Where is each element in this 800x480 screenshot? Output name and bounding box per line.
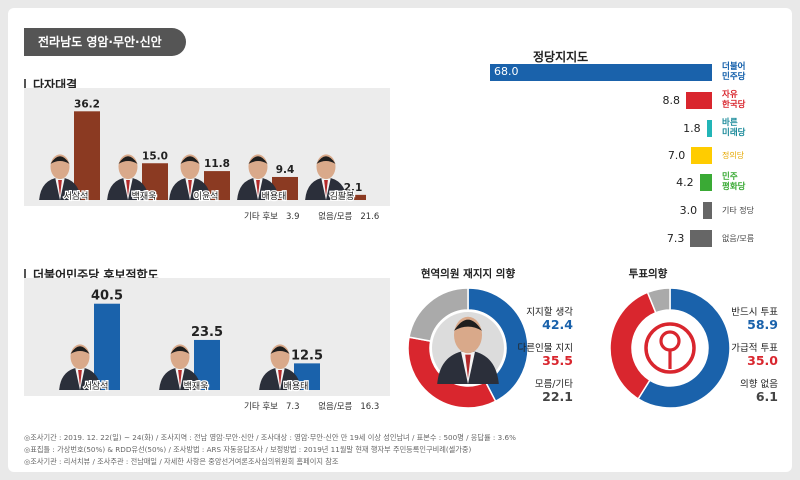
- donut-slice: [646, 287, 671, 314]
- legend-label: 의향 없음: [740, 379, 778, 390]
- candidate-value: 23.5: [191, 325, 223, 340]
- region-title: 전라남도 영암·무안·신안: [24, 28, 186, 56]
- dem-none-label: 없음/모름: [318, 402, 353, 412]
- candidate-value: 15.0: [142, 150, 168, 162]
- dem-etc-label: 기타 후보: [244, 402, 278, 412]
- party-bar: [490, 64, 712, 81]
- party-bar: [706, 120, 712, 137]
- footnote-line: ◎표집틀 : 가상번호(50%) & RDD유선(50%) / 조사방법 : A…: [24, 445, 472, 454]
- legend-label: 반드시 투표: [731, 307, 778, 318]
- candidate-name: 백재욱: [132, 191, 157, 202]
- candidate-name: 서삼석: [84, 381, 109, 392]
- vote-intent-donut: [609, 287, 731, 409]
- party-bar: [686, 92, 712, 109]
- legend-label: 모름/기타: [534, 379, 573, 390]
- party-logo: 바른 미래당: [722, 118, 746, 138]
- candidate-name: 김팔봉: [330, 190, 355, 202]
- party-logo: 자유 한국당: [722, 90, 746, 110]
- candidate-name: 백재욱: [184, 381, 209, 392]
- heading-marker: [24, 269, 26, 280]
- vote-intent-title: 투표의향: [628, 268, 668, 280]
- candidate-value: 9.4: [276, 164, 295, 176]
- party-row: 68.0 더불어 민주당: [486, 62, 786, 84]
- party-value: 68.0: [494, 65, 519, 78]
- candidate-name: 이윤석: [194, 191, 219, 202]
- donut-slice: [467, 287, 529, 403]
- vote-stamp-icon: [644, 322, 696, 374]
- party-bar: [703, 202, 712, 219]
- party-bar: [690, 230, 712, 247]
- party-bar: [691, 147, 712, 164]
- candidate-photo: [59, 344, 101, 390]
- infographic-card: 전라남도 영암·무안·신안 다자대결 36.2 서삼석 15.0 백재욱 11.8 이윤석…: [8, 8, 792, 472]
- legend-value: 35.0: [747, 353, 778, 368]
- candidate-bar: [340, 194, 366, 200]
- party-row: 7.3 없음/모름: [486, 228, 786, 250]
- footnote-line: ◎조사기관 : 리서치뷰 / 조사주관 : 전남매일 / 자세한 사항은 중앙선…: [24, 457, 339, 466]
- party-row: 7.0 정의당: [486, 145, 786, 167]
- party-row: 3.0 기타 정당: [486, 200, 786, 222]
- candidate-value: 2.1: [344, 182, 363, 194]
- candidate-bar: [272, 176, 298, 200]
- candidate-photo: [169, 154, 211, 200]
- party-value: 3.0: [679, 204, 698, 217]
- multi-none-label: 없음/모름: [318, 212, 353, 222]
- party-logo: 더불어 민주당: [722, 62, 746, 82]
- candidate-bar: [74, 111, 100, 200]
- donut-slice: [408, 287, 469, 342]
- candidate-bar: [94, 303, 120, 390]
- party-row: 4.2 민주 평화당: [486, 172, 786, 194]
- party-logo: 없음/모름: [722, 234, 755, 243]
- candidate-value: 12.5: [291, 348, 323, 363]
- legend-label: 다른인물 지지: [517, 343, 573, 354]
- candidate-photo: [159, 344, 201, 390]
- candidate-value: 36.2: [74, 98, 100, 110]
- candidate-photo: [437, 316, 499, 384]
- dem-none-value: 16.3: [360, 402, 380, 412]
- multi-none-value: 21.6: [360, 212, 380, 222]
- candidate-value: 40.5: [91, 289, 123, 304]
- party-bar: [699, 174, 712, 191]
- party-row: 8.8 자유 한국당: [486, 90, 786, 112]
- legend-label: 가급적 투표: [731, 343, 778, 354]
- candidate-photo: [259, 344, 301, 390]
- candidate-photo: [305, 154, 347, 200]
- party-support-title: 정당지지도: [533, 50, 589, 64]
- candidate-name: 배용태: [284, 381, 309, 392]
- candidate-value: 11.8: [204, 158, 230, 170]
- footnote-line: ◎조사기간 : 2019. 12. 22(일) ~ 24(화) / 조사지역 :…: [24, 433, 516, 442]
- legend-value: 42.4: [542, 317, 573, 332]
- party-value: 4.2: [676, 176, 694, 189]
- reelect-donut: [407, 287, 529, 409]
- footnotes: ◎조사기간 : 2019. 12. 22(일) ~ 24(화) / 조사지역 :…: [24, 432, 516, 468]
- dem-fit-chart: 40.5 서삼석 23.5 백재욱 12.5 배용태: [59, 289, 323, 393]
- party-value: 7.0: [667, 149, 686, 162]
- legend-label: 지지할 생각: [526, 307, 573, 318]
- candidate-photo: [107, 154, 149, 200]
- multi-etc-value: 3.9: [285, 212, 300, 222]
- legend-value: 22.1: [542, 389, 573, 404]
- legend-value: 35.5: [542, 353, 573, 368]
- dem-etc-value: 7.3: [285, 402, 300, 412]
- multi-race-etc: 기타 후보 3.9 없음/모름 21.6: [244, 210, 379, 222]
- party-value: 7.3: [666, 232, 685, 245]
- party-logo: 정의당: [722, 151, 745, 160]
- multi-etc-label: 기타 후보: [244, 212, 278, 222]
- candidate-photo: [237, 154, 279, 200]
- dem-fit-etc: 기타 후보 7.3 없음/모름 16.3: [244, 400, 379, 412]
- candidate-name: 서삼석: [64, 191, 89, 202]
- party-logo: 민주 평화당: [722, 172, 746, 192]
- candidate-name: 배용태: [262, 191, 287, 202]
- donut-slice: [637, 287, 731, 409]
- party-row: 1.8 바른 미래당: [486, 118, 786, 140]
- party-logo: 기타 정당: [722, 206, 754, 215]
- legend-value: 58.9: [747, 317, 778, 332]
- candidate-photo: [39, 154, 81, 200]
- reelect-title: 현역의원 재지지 의향: [420, 268, 516, 280]
- legend-value: 6.1: [755, 389, 778, 404]
- party-value: 1.8: [683, 122, 701, 135]
- party-value: 8.8: [662, 94, 681, 107]
- heading-marker: [24, 79, 26, 90]
